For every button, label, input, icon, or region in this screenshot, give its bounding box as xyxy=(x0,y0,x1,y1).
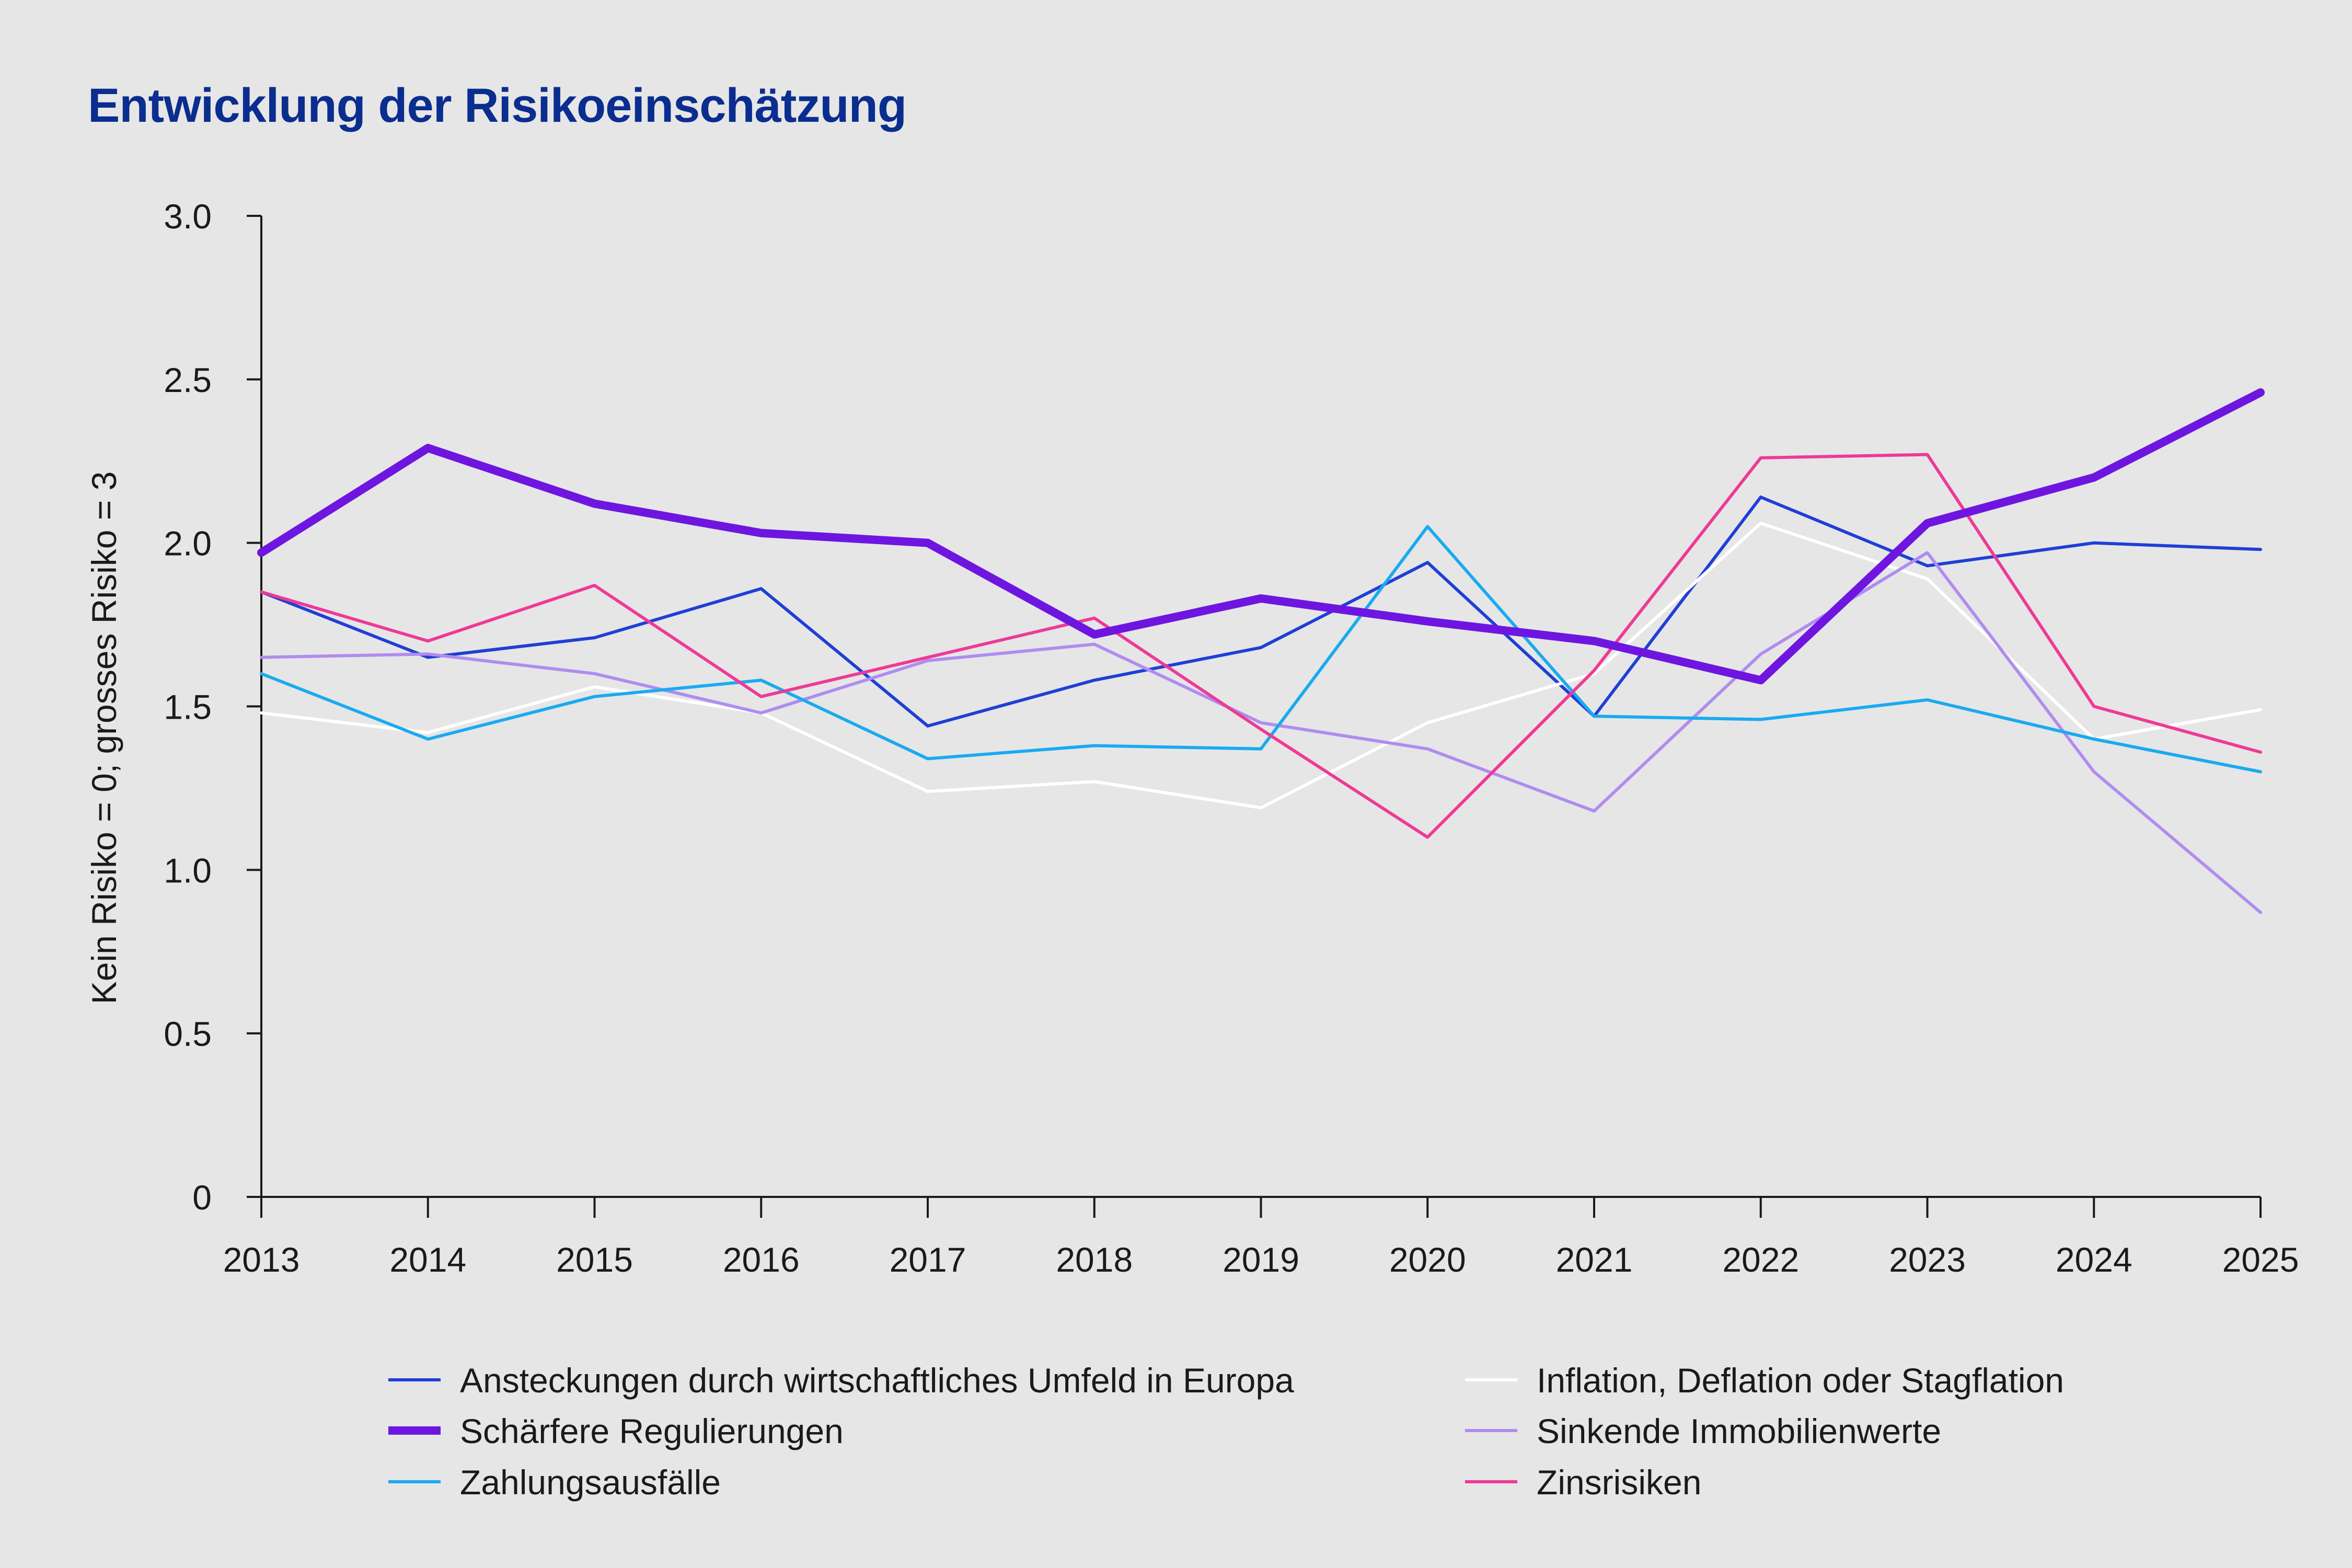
x-tick-label: 2020 xyxy=(1389,1240,1466,1279)
legend-label: Inflation, Deflation oder Stagflation xyxy=(1537,1361,2064,1400)
x-tick-label: 2017 xyxy=(890,1240,966,1279)
x-tick-label: 2015 xyxy=(556,1240,633,1279)
x-tick-label: 2022 xyxy=(1722,1240,1799,1279)
x-tick-label: 2024 xyxy=(2056,1240,2132,1279)
x-tick-label: 2013 xyxy=(223,1240,300,1279)
x-tick-label: 2025 xyxy=(2222,1240,2299,1279)
y-tick-label: 2.5 xyxy=(164,361,212,399)
x-tick-label: 2016 xyxy=(723,1240,800,1279)
legend-label: Ansteckungen durch wirtschaftliches Umfe… xyxy=(460,1361,1294,1400)
axes-layer: 0 0.5 1.0 1.5 2.0 2.5 3.0 2013 2014 2015 2016 2017 2… xyxy=(85,197,2299,1279)
x-tick-label: 2019 xyxy=(1223,1240,1299,1279)
x-tick-label: 2018 xyxy=(1056,1240,1133,1279)
series-line-4 xyxy=(260,525,2262,774)
series-line-3 xyxy=(260,551,2262,914)
series-line-1 xyxy=(260,522,2262,810)
y-axis-label: Kein Risiko = 0; grosses Risiko = 3 xyxy=(85,471,123,1005)
x-tick-label: 2014 xyxy=(389,1240,466,1279)
lines-layer xyxy=(257,388,2265,914)
legend-label: Schärfere Regulierungen xyxy=(460,1412,844,1450)
series-line-5 xyxy=(260,453,2262,839)
y-tick-label: 2.0 xyxy=(164,524,212,563)
x-tick-label: 2021 xyxy=(1556,1240,1633,1279)
y-tick-label: 0 xyxy=(192,1178,212,1217)
legend-layer: Ansteckungen durch wirtschaftliches Umfe… xyxy=(388,1361,2064,1502)
legend-label: Zahlungsausfälle xyxy=(460,1463,721,1502)
x-tick-label: 2023 xyxy=(1889,1240,1966,1279)
y-tick-label: 1.5 xyxy=(164,688,212,727)
legend-label: Sinkende Immobilienwerte xyxy=(1537,1412,1941,1450)
y-tick-label: 3.0 xyxy=(164,197,212,236)
y-tick-label: 0.5 xyxy=(164,1014,212,1053)
legend-label: Zinsrisiken xyxy=(1537,1463,1701,1502)
y-tick-label: 1.0 xyxy=(164,851,212,890)
series-line-0 xyxy=(260,495,2262,728)
series-line-2 xyxy=(257,388,2265,685)
chart-title: Entwicklung der Risikoeinschätzung xyxy=(88,79,907,132)
